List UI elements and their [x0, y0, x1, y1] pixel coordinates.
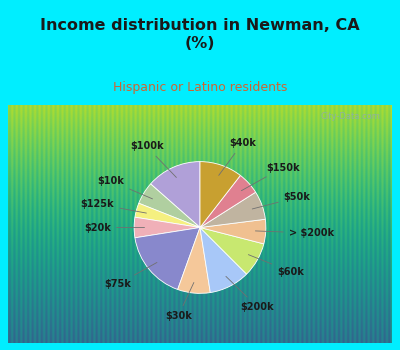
Wedge shape	[200, 228, 246, 293]
Wedge shape	[139, 184, 200, 228]
Text: $100k: $100k	[130, 141, 176, 177]
Text: $200k: $200k	[226, 276, 274, 312]
Text: Income distribution in Newman, CA
(%): Income distribution in Newman, CA (%)	[40, 18, 360, 51]
Wedge shape	[200, 192, 265, 228]
Wedge shape	[178, 228, 210, 293]
Text: $40k: $40k	[219, 138, 256, 175]
Text: $60k: $60k	[248, 255, 304, 276]
Wedge shape	[200, 219, 266, 244]
Text: $30k: $30k	[165, 282, 194, 321]
Text: $20k: $20k	[84, 223, 144, 232]
Wedge shape	[135, 228, 200, 289]
Text: $75k: $75k	[104, 262, 157, 289]
Wedge shape	[200, 162, 240, 228]
Text: Hispanic or Latino residents: Hispanic or Latino residents	[113, 80, 287, 93]
Text: > $200k: > $200k	[255, 228, 334, 238]
Wedge shape	[200, 175, 256, 228]
Wedge shape	[134, 217, 200, 238]
Text: $10k: $10k	[97, 176, 152, 199]
Text: $50k: $50k	[252, 193, 310, 209]
Text: $150k: $150k	[242, 163, 300, 191]
Wedge shape	[200, 228, 264, 274]
Text: $125k: $125k	[80, 199, 146, 213]
Text: City-Data.com: City-Data.com	[321, 112, 380, 121]
Wedge shape	[150, 162, 200, 228]
Wedge shape	[135, 203, 200, 228]
